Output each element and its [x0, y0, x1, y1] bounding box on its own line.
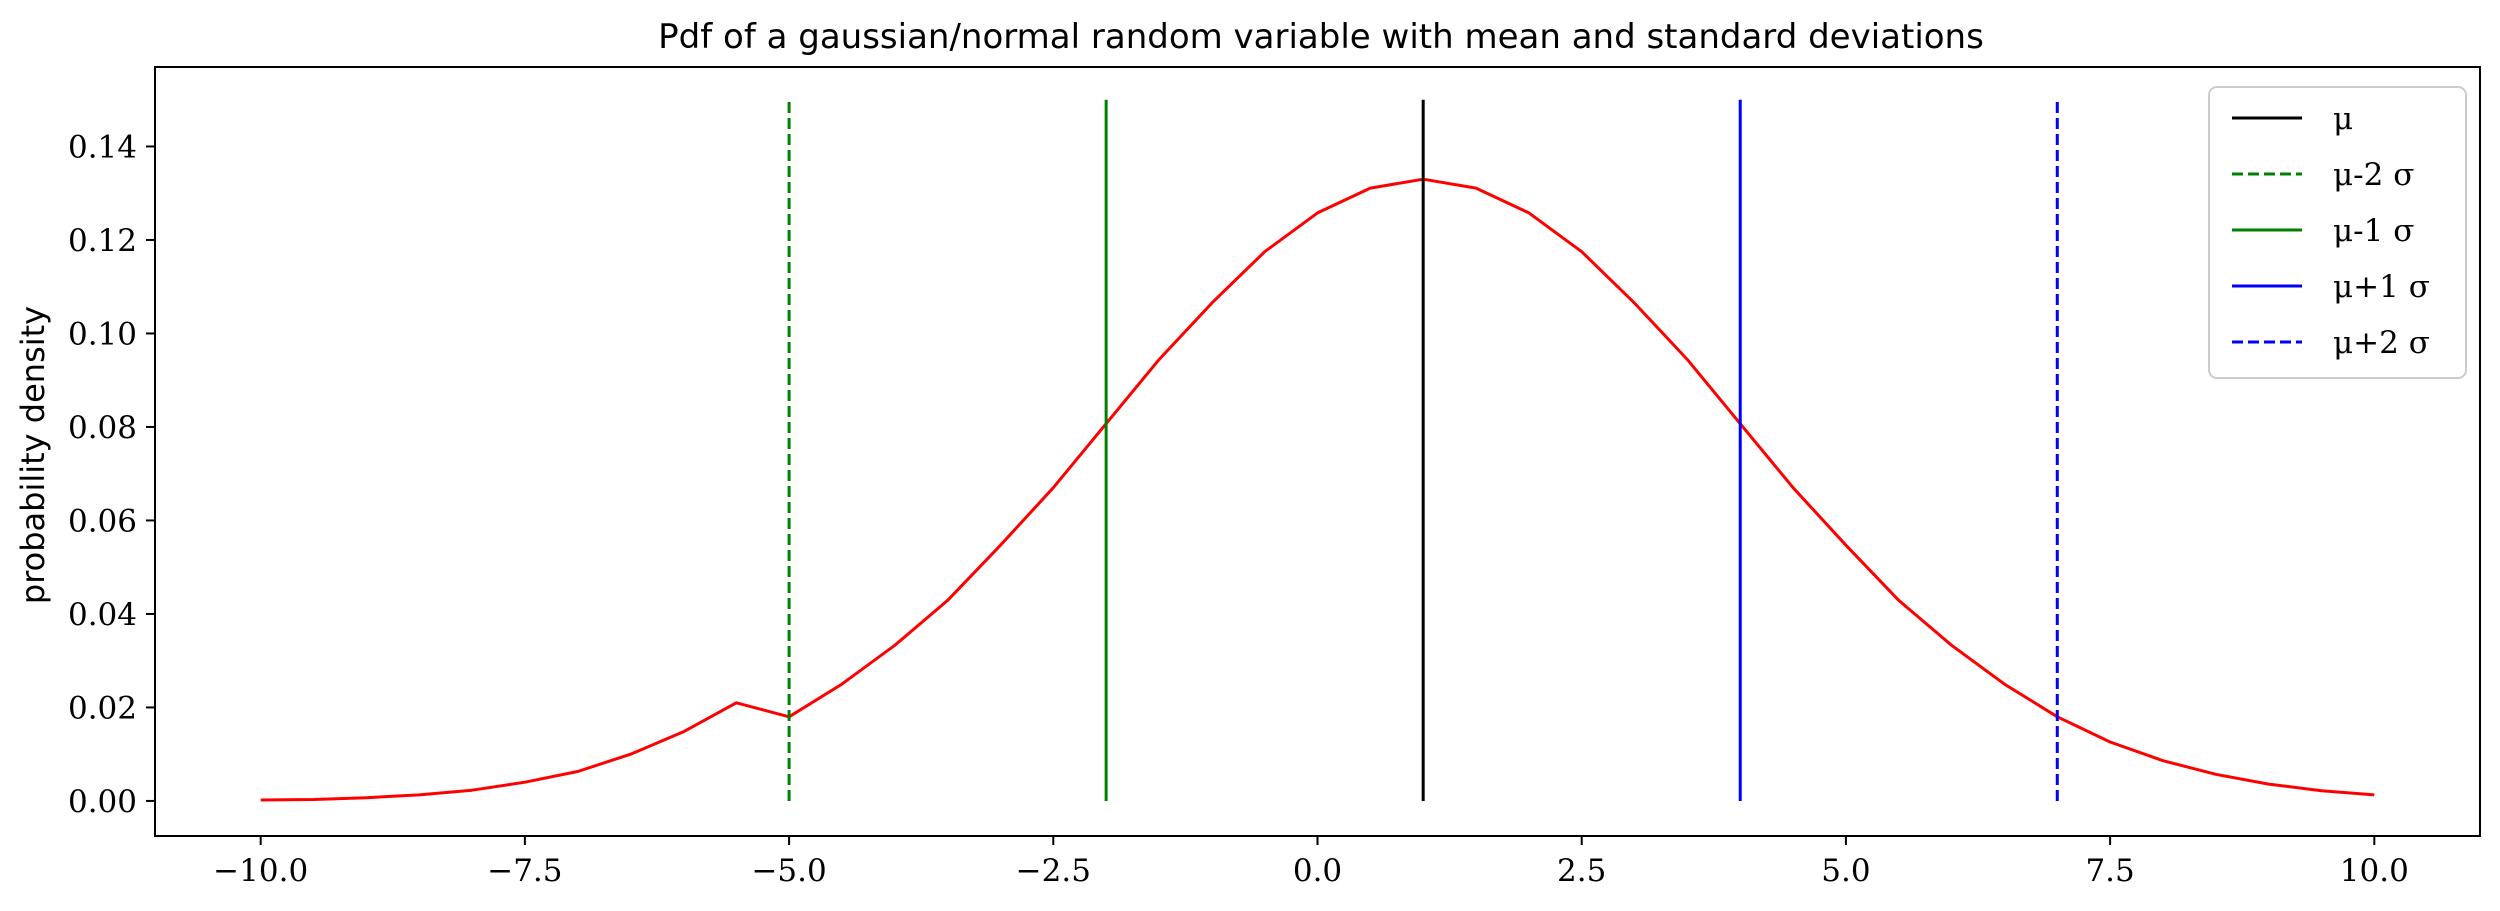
- y-tick-label: 0.02: [68, 690, 137, 726]
- y-tick-label: 0.00: [68, 784, 137, 820]
- plot-area: [260, 99, 2375, 802]
- y-tick-label: 0.04: [68, 597, 137, 633]
- legend-label-2: μ-1 σ: [2333, 213, 2414, 249]
- axis-ticks: −10.0 −7.5 −5.0 −2.5 0.0 2.5 5.0 7.5 10.0 0.00 0.0…: [68, 129, 2409, 889]
- legend-label-4: μ+2 σ: [2333, 325, 2430, 361]
- x-tick-label: −2.5: [1016, 853, 1091, 889]
- x-tick-label: 5.0: [1821, 853, 1870, 889]
- x-tick-label: 0.0: [1293, 853, 1342, 889]
- y-tick-label: 0.06: [68, 503, 137, 539]
- x-tick-label: 2.5: [1557, 853, 1606, 889]
- y-axis-label: probability density: [14, 306, 52, 604]
- x-tick-label: −5.0: [751, 853, 826, 889]
- x-tick-label: 10.0: [2340, 853, 2409, 889]
- y-tick-label: 0.12: [68, 223, 137, 259]
- x-tick-label: 7.5: [2085, 853, 2134, 889]
- x-tick-label: −10.0: [213, 853, 308, 889]
- legend-label-0: μ: [2333, 101, 2353, 137]
- pdf-curve: [260, 177, 2375, 802]
- y-tick-label: 0.08: [68, 410, 137, 446]
- y-tick-label: 0.10: [68, 316, 137, 352]
- legend: μ μ-2 σ μ-1 σ μ+1 σ μ+2 σ: [2208, 86, 2467, 379]
- legend-label-1: μ-2 σ: [2333, 157, 2414, 193]
- x-tick-label: −7.5: [487, 853, 562, 889]
- legend-frame: [2208, 86, 2467, 379]
- y-tick-label: 0.14: [68, 129, 137, 165]
- plot-frame: [154, 66, 2481, 837]
- chart-title: Pdf of a gaussian/normal random variable…: [658, 17, 1984, 57]
- legend-label-3: μ+1 σ: [2333, 269, 2430, 305]
